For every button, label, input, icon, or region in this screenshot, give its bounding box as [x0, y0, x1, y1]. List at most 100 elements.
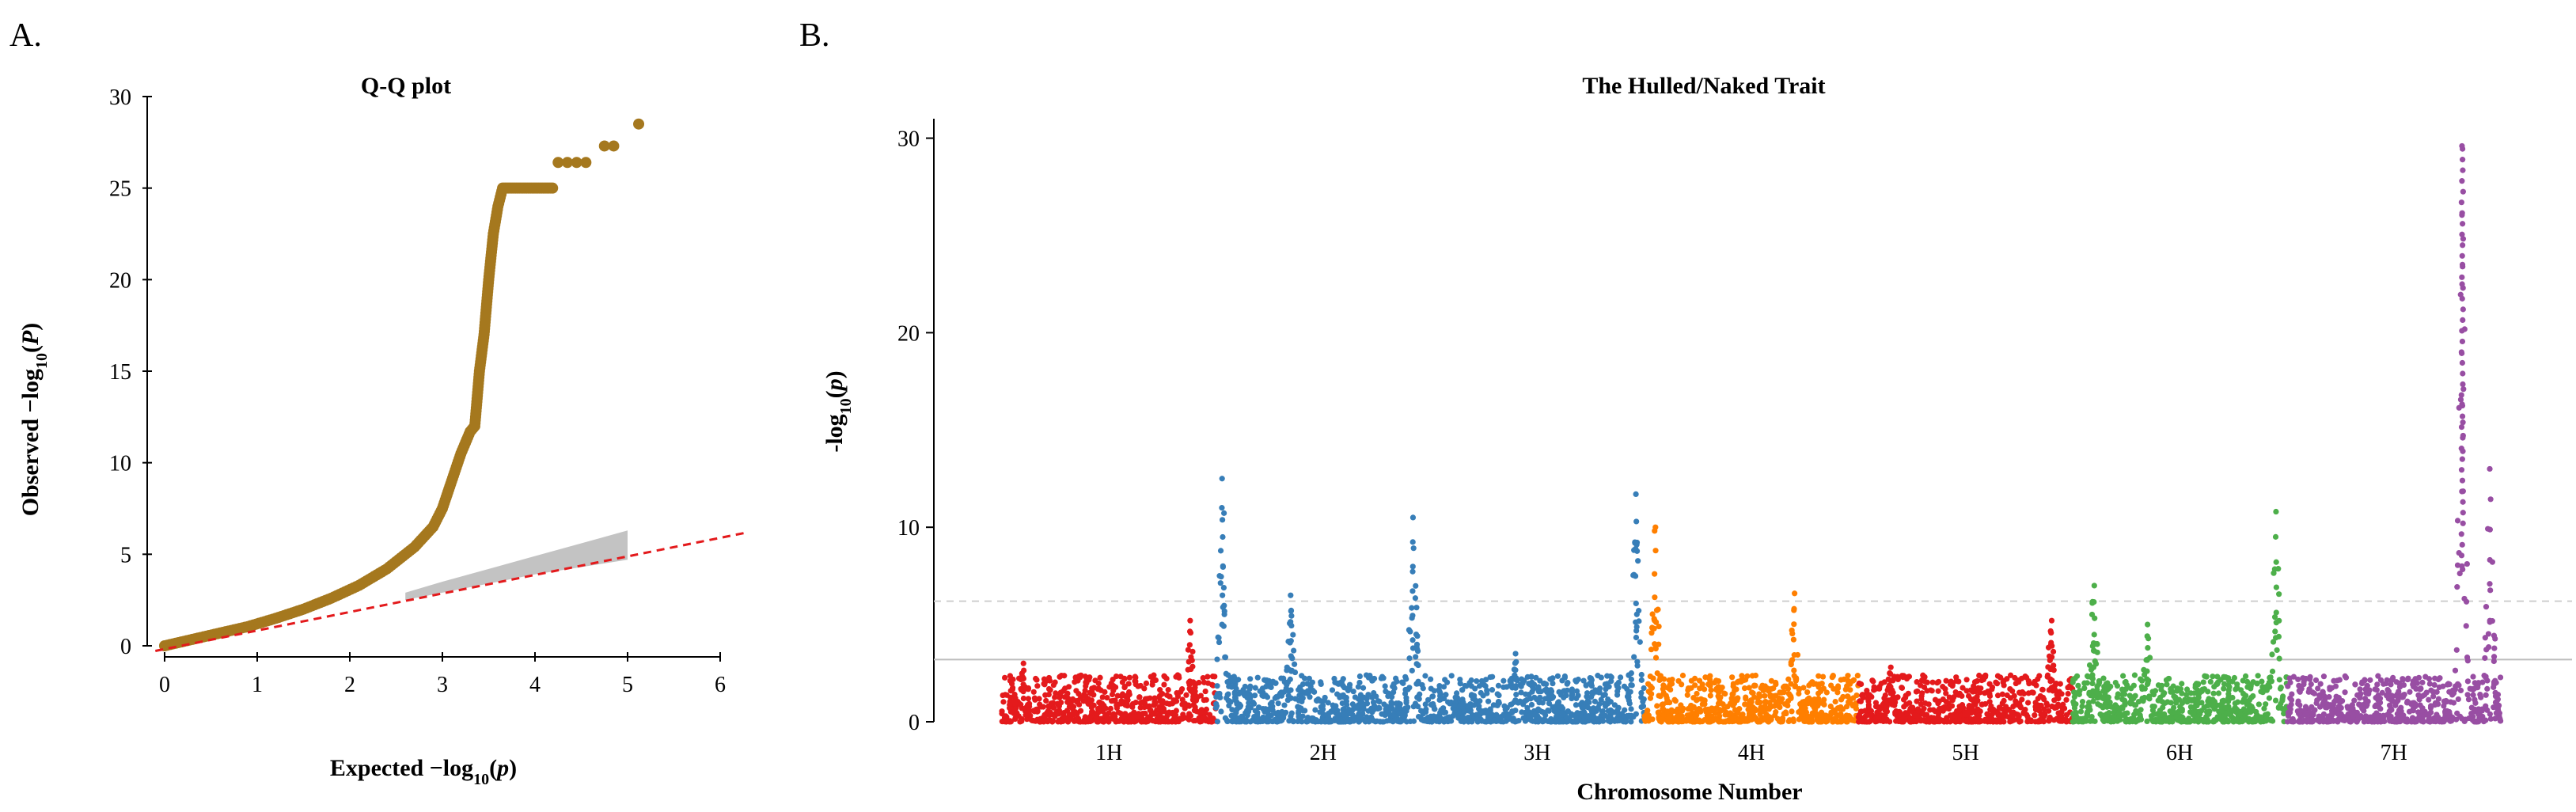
snp-point [2463, 623, 2469, 629]
qq-xtick-label: 0 [159, 673, 170, 697]
snp-point [1403, 676, 1409, 682]
snp-point [1826, 713, 1832, 719]
snp-point [1250, 700, 1257, 707]
snp-point [1000, 699, 1007, 705]
snp-point [1413, 582, 1419, 589]
snp-point [1224, 679, 1231, 685]
snp-point [2459, 252, 2465, 259]
snp-point [1709, 706, 1716, 712]
snp-point [1341, 685, 1348, 691]
snp-point [1728, 695, 1735, 702]
snp-point [1159, 698, 1166, 704]
snp-point [1853, 702, 1859, 708]
snp-point [2077, 708, 2085, 715]
snp-point [1762, 692, 1768, 699]
snp-point [1299, 681, 1307, 688]
snp-point [1189, 648, 1196, 655]
snp-point [1743, 677, 1749, 683]
snp-point [2003, 704, 2009, 710]
snp-point [2047, 666, 2054, 673]
snp-point [2275, 566, 2282, 572]
snp-point [2460, 520, 2466, 526]
snp-point [2121, 691, 2128, 697]
snp-point [1440, 705, 1447, 711]
snp-point [1904, 710, 1910, 716]
snp-point [1231, 691, 1239, 697]
chromosome-label: 4H [1738, 741, 1765, 765]
snp-point [2376, 700, 2382, 706]
snp-point [1684, 716, 1690, 723]
snp-point [1688, 706, 1694, 712]
snp-point [1213, 703, 1220, 709]
snp-point [1823, 689, 1830, 696]
snp-point [1710, 717, 1717, 723]
snp-point [1633, 545, 1639, 552]
snp-point [2053, 680, 2059, 687]
snp-point [1350, 689, 1356, 695]
snp-point [2297, 719, 2304, 725]
snp-point [2304, 718, 2310, 724]
snp-point [1146, 703, 1152, 709]
snp-point [2144, 656, 2150, 662]
snp-point [2085, 673, 2091, 679]
snp-point [2441, 703, 2447, 709]
snp-point [1020, 660, 1026, 666]
snp-point [1587, 680, 1593, 687]
snp-point [1197, 710, 1204, 716]
snp-point [1995, 712, 2001, 719]
snp-point [2460, 242, 2466, 249]
snp-point [1020, 681, 1026, 688]
snp-point [1409, 605, 1415, 611]
snp-point [2446, 689, 2453, 695]
snp-point [1159, 708, 1165, 714]
snp-point [2495, 702, 2502, 709]
snp-point [1377, 719, 1383, 725]
snp-point [1691, 675, 1698, 681]
snp-point [1216, 639, 1223, 646]
snp-point [1732, 707, 1739, 713]
snp-point [1850, 695, 1857, 701]
snp-point [1089, 685, 1095, 692]
snp-point [1637, 639, 1643, 645]
snp-point [2195, 700, 2201, 706]
snp-point [2145, 621, 2151, 628]
snp-point [2426, 681, 2433, 687]
snp-point [2158, 686, 2164, 693]
snp-point [2276, 655, 2282, 662]
snp-point [1936, 698, 1942, 704]
snp-point [1652, 655, 1660, 661]
snp-point [2019, 696, 2025, 703]
snp-point [1967, 687, 1974, 693]
snp-point [2459, 338, 2466, 345]
snp-point [1288, 653, 1294, 659]
snp-point [2335, 711, 2341, 717]
snp-point [1818, 713, 1824, 719]
snp-point [2035, 676, 2041, 682]
snp-point [2279, 696, 2286, 702]
snp-point [2275, 704, 2282, 711]
snp-point [2312, 707, 2318, 713]
snp-point [2050, 648, 2057, 655]
snp-point [1810, 681, 1817, 687]
snp-point [2083, 718, 2089, 724]
snp-point [2479, 679, 2486, 685]
snp-point [2396, 714, 2403, 720]
snp-point [2054, 691, 2060, 698]
snp-point [1791, 652, 1797, 658]
snp-point [1097, 674, 1103, 681]
snp-point [1201, 679, 1208, 685]
snp-point [1834, 683, 1842, 689]
snp-point [1376, 705, 1383, 711]
snp-point [1284, 667, 1290, 674]
snp-point [1999, 711, 2006, 718]
snp-point [1262, 706, 1269, 712]
snp-point [1291, 647, 1297, 654]
snp-point [1865, 698, 1872, 704]
snp-point [1771, 692, 1777, 699]
snp-point [1652, 594, 1658, 601]
snp-point [1479, 710, 1485, 716]
snp-point [1147, 695, 1153, 701]
snp-point [2200, 719, 2207, 725]
snp-point [2065, 690, 2071, 697]
snp-point [1604, 673, 1610, 679]
